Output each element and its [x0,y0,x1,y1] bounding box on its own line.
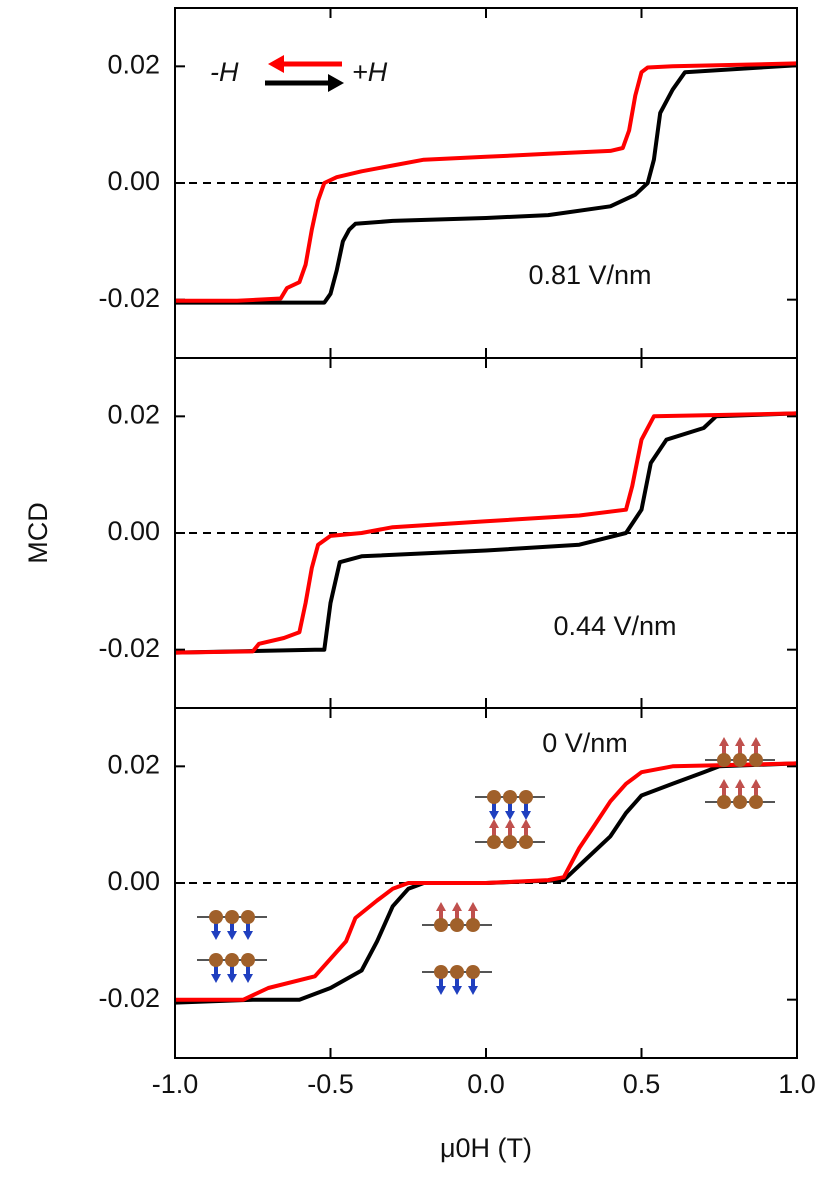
spin-arrowhead [719,737,729,746]
spin-arrowhead [211,974,221,983]
spin-arrowhead [468,902,478,911]
spin-arrowhead [751,737,761,746]
spin-atom [749,753,763,767]
y-tick-label: 0.00 [107,866,160,896]
x-tick-label: 0.5 [623,1069,661,1099]
spin-atom [225,953,239,967]
spin-arrowhead [489,819,499,828]
data-line [175,63,798,305]
y-tick-label: -0.02 [98,283,160,313]
x-tick-label: 0.0 [467,1069,505,1099]
spin-arrowhead [227,931,237,940]
spin-arrowhead [436,986,446,995]
spin-atom [487,835,501,849]
spin-arrowhead [243,974,253,983]
spin-atom [209,953,223,967]
spin-arrowhead [719,779,729,788]
y-tick-label: 0.00 [107,516,160,546]
spin-atom [503,790,517,804]
spin-atom [733,753,747,767]
spin-atom [519,835,533,849]
y-tick-label: 0.02 [107,749,160,779]
spin-atom [450,918,464,932]
x-tick-label: -1.0 [152,1069,199,1099]
plot-frame [174,707,798,1059]
annotation: 0.81 V/nm [528,260,651,290]
data-line [174,411,798,655]
spin-arrowhead [452,902,462,911]
spin-arrowhead [468,986,478,995]
y-tick-label: -0.02 [98,633,160,663]
spin-atom [717,753,731,767]
legend-arrowhead [268,55,284,73]
legend-arrowhead [328,74,344,92]
legend-label: -H [210,57,239,87]
data-line [175,61,798,303]
spin-arrowhead [436,902,446,911]
spin-arrowhead [521,819,531,828]
spin-atom [749,795,763,809]
spin-atom [717,795,731,809]
spin-arrowhead [489,811,499,820]
spin-atom [209,910,223,924]
spin-arrowhead [735,779,745,788]
spin-atom [487,790,501,804]
spin-atom [466,965,480,979]
spin-atom [434,918,448,932]
annotation: 0.44 V/nm [553,611,676,641]
spin-arrowhead [452,986,462,995]
spin-arrowhead [505,819,515,828]
spin-atom [225,910,239,924]
x-tick-label: 1.0 [778,1069,816,1099]
spin-atom [519,790,533,804]
data-line [175,761,798,1002]
spin-arrowhead [521,811,531,820]
spin-arrowhead [227,974,237,983]
y-tick-label: -0.02 [98,983,160,1013]
y-tick-label: 0.02 [107,399,160,429]
spin-atom [241,910,255,924]
y-tick-label: 0.02 [107,49,160,79]
spin-arrowhead [211,931,221,940]
data-line [174,411,798,655]
y-axis-label: MCD [23,502,53,564]
spin-arrowhead [243,931,253,940]
y-tick-label: 0.00 [107,166,160,196]
legend-label: +H [352,57,388,87]
spin-arrowhead [735,737,745,746]
spin-atom [733,795,747,809]
spin-arrowhead [751,779,761,788]
spin-atom [466,918,480,932]
x-axis-label: μ0H (T) [440,1133,532,1163]
spin-atom [241,953,255,967]
spin-atom [434,965,448,979]
spin-atom [503,835,517,849]
x-tick-label: -0.5 [307,1069,354,1099]
annotation: 0 V/nm [542,728,628,758]
spin-atom [450,965,464,979]
spin-arrowhead [505,811,515,820]
